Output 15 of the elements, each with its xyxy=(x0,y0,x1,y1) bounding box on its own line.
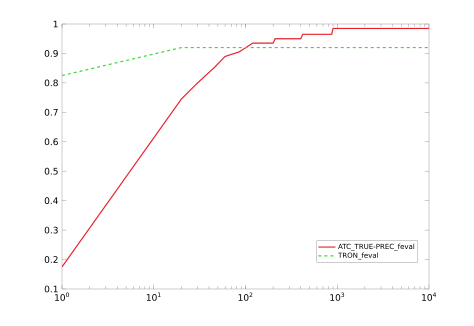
x-tick-label: 10$^{3}$ xyxy=(330,292,344,301)
y-tick-label: 0.1 xyxy=(44,286,58,292)
x-tick-label: 10$^{2}$ xyxy=(238,292,252,301)
y-tick-label: 1 xyxy=(54,20,58,28)
x-tick-label: 10$^{4}$ xyxy=(422,292,436,301)
y-tick-label: 0.5 xyxy=(44,168,58,175)
y-tick-label: 0.6 xyxy=(44,138,58,146)
y-tick-label: 0.9 xyxy=(44,50,58,57)
x-tick-label: 10$^{1}$ xyxy=(146,292,161,301)
x-tick-label: 10$^{0}$ xyxy=(55,292,69,301)
y-tick-label: 0.3 xyxy=(44,226,58,234)
y-tick-label: 0.7 xyxy=(44,108,58,116)
y-tick-label: 0.4 xyxy=(44,197,58,204)
y-tick-label: 0.2 xyxy=(44,256,58,263)
y-tick-label: 0.8 xyxy=(44,79,58,86)
